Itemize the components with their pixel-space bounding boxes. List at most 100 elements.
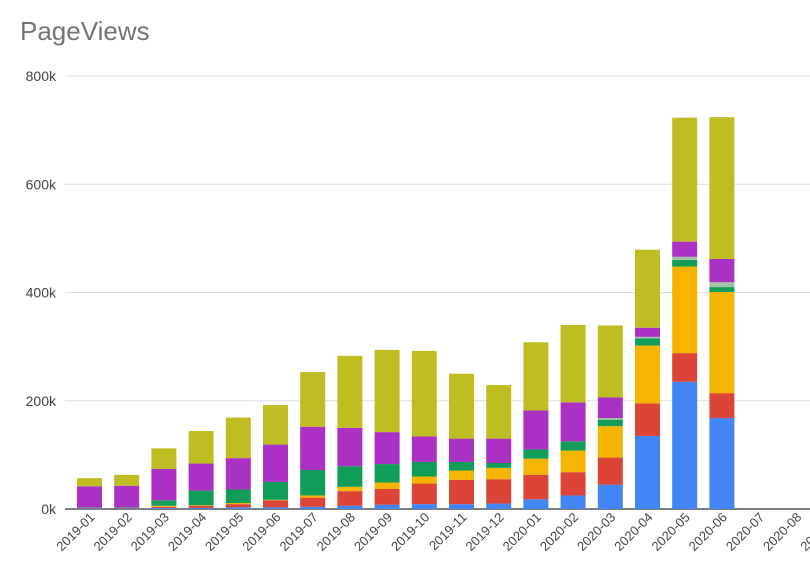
bar-segment[interactable] <box>151 468 177 501</box>
bar-segment[interactable] <box>449 479 474 505</box>
bar-segment[interactable] <box>709 418 735 509</box>
bar-segment[interactable] <box>114 507 140 508</box>
bar-segment[interactable] <box>560 402 586 442</box>
bar-segment[interactable] <box>114 507 140 509</box>
bar-segment[interactable] <box>597 426 623 458</box>
bar-segment[interactable] <box>263 507 288 509</box>
bar-segment[interactable] <box>523 410 549 450</box>
bar-segment[interactable] <box>597 419 623 427</box>
bar-segment[interactable] <box>449 504 474 509</box>
bar-segment[interactable] <box>523 342 549 411</box>
bar-segment[interactable] <box>411 350 437 437</box>
bar-segment[interactable] <box>635 338 660 346</box>
bar-segment[interactable] <box>635 249 660 328</box>
bar-segment[interactable] <box>300 372 326 427</box>
bar-segment[interactable] <box>225 507 251 509</box>
bar-segment[interactable] <box>337 486 363 492</box>
bar-segment[interactable] <box>672 381 698 509</box>
bar-segment[interactable] <box>225 417 251 459</box>
bar-segment[interactable] <box>597 418 623 420</box>
bar-segment[interactable] <box>635 403 660 436</box>
bar-segment[interactable] <box>337 427 363 467</box>
bar-segment[interactable] <box>709 282 735 288</box>
bar-segment[interactable] <box>77 508 102 509</box>
bar-segment[interactable] <box>560 472 586 496</box>
bar-segment[interactable] <box>709 117 735 259</box>
bar-segment[interactable] <box>449 373 474 439</box>
bar-segment[interactable] <box>635 336 660 339</box>
bar-segment[interactable] <box>300 497 326 507</box>
bar-segment[interactable] <box>188 490 214 506</box>
bar-segment[interactable] <box>300 470 326 496</box>
bar-segment[interactable] <box>523 474 549 500</box>
bar-segment[interactable] <box>188 507 214 509</box>
bar-segment[interactable] <box>188 505 214 508</box>
bar-segment[interactable] <box>709 258 735 283</box>
bar-segment[interactable] <box>263 500 288 508</box>
bar-segment[interactable] <box>151 448 177 469</box>
bar-segment[interactable] <box>709 393 735 419</box>
bar-segment[interactable] <box>486 467 512 480</box>
bar-segment[interactable] <box>486 479 512 504</box>
bar-segment[interactable] <box>337 355 363 428</box>
bar-segment[interactable] <box>560 324 586 403</box>
bar-segment[interactable] <box>300 495 326 498</box>
bar-segment[interactable] <box>374 432 400 465</box>
bar-segment[interactable] <box>411 436 437 462</box>
bar-segment[interactable] <box>300 506 326 509</box>
bar-segment[interactable] <box>560 450 586 473</box>
bar-segment[interactable] <box>449 438 474 462</box>
bar-segment[interactable] <box>77 507 102 509</box>
bar-segment[interactable] <box>263 499 288 501</box>
bar-segment[interactable] <box>672 117 698 242</box>
bar-segment[interactable] <box>374 488 400 505</box>
bar-segment[interactable] <box>374 482 400 489</box>
bar-segment[interactable] <box>300 426 326 471</box>
bar-segment[interactable] <box>635 345 660 404</box>
bar-segment[interactable] <box>151 505 177 507</box>
bar-segment[interactable] <box>486 462 512 468</box>
bar-segment[interactable] <box>635 435 660 509</box>
bar-segment[interactable] <box>523 449 549 459</box>
bar-segment[interactable] <box>411 461 437 477</box>
bar-segment[interactable] <box>597 484 623 509</box>
bar-segment[interactable] <box>411 476 437 484</box>
bar-segment[interactable] <box>709 291 735 394</box>
bar-segment[interactable] <box>263 481 288 500</box>
bar-segment[interactable] <box>486 385 512 439</box>
bar-segment[interactable] <box>597 397 623 419</box>
bar-segment[interactable] <box>77 507 102 508</box>
bar-segment[interactable] <box>672 353 698 382</box>
bar-segment[interactable] <box>672 241 698 257</box>
bar-segment[interactable] <box>151 507 177 509</box>
bar-segment[interactable] <box>635 327 660 337</box>
bar-segment[interactable] <box>523 499 549 509</box>
bar-segment[interactable] <box>597 325 623 398</box>
bar-segment[interactable] <box>337 491 363 506</box>
bar-segment[interactable] <box>374 349 400 433</box>
bar-segment[interactable] <box>114 508 140 509</box>
bar-segment[interactable] <box>411 504 437 509</box>
bar-segment[interactable] <box>411 483 437 505</box>
bar-segment[interactable] <box>374 464 400 483</box>
bar-segment[interactable] <box>672 266 698 354</box>
bar-segment[interactable] <box>188 463 214 491</box>
bar-segment[interactable] <box>560 495 586 509</box>
bar-segment[interactable] <box>151 500 177 506</box>
bar-segment[interactable] <box>449 461 474 471</box>
bar-segment[interactable] <box>523 458 549 475</box>
bar-segment[interactable] <box>449 470 474 480</box>
bar-segment[interactable] <box>597 457 623 485</box>
bar-segment[interactable] <box>486 438 512 463</box>
bar-segment[interactable] <box>560 441 586 451</box>
bar-segment[interactable] <box>77 478 102 487</box>
bar-segment[interactable] <box>337 466 363 487</box>
bar-segment[interactable] <box>486 503 512 509</box>
bar-segment[interactable] <box>374 504 400 509</box>
bar-segment[interactable] <box>188 431 214 464</box>
bar-segment[interactable] <box>263 405 288 445</box>
bar-segment[interactable] <box>188 505 214 506</box>
bar-segment[interactable] <box>672 256 698 261</box>
bar-segment[interactable] <box>225 503 251 505</box>
bar-segment[interactable] <box>263 444 288 482</box>
